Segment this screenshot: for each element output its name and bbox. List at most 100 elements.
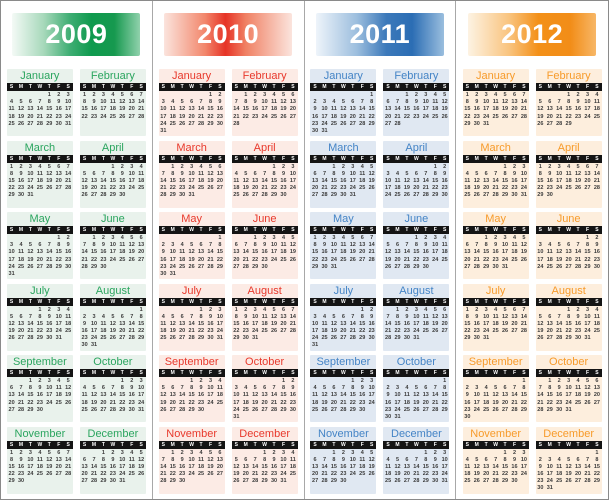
day-cell: 27 bbox=[252, 192, 259, 199]
day-cell-empty bbox=[310, 164, 319, 171]
day-cell: 2 bbox=[370, 306, 374, 313]
day-cell: 11 bbox=[81, 392, 88, 399]
day-cell: 8 bbox=[28, 385, 32, 392]
day-cell-empty bbox=[583, 192, 592, 199]
day-cell: 19 bbox=[556, 256, 563, 263]
weekday-letter: S bbox=[9, 155, 14, 162]
day-cell-empty bbox=[54, 192, 63, 199]
day-cell: 6 bbox=[10, 385, 14, 392]
weekday-letter: F bbox=[208, 155, 212, 162]
day-cell-empty bbox=[472, 450, 481, 457]
day-cell-empty bbox=[367, 264, 376, 271]
day-cell: 12 bbox=[289, 242, 296, 249]
weekday-letter: T bbox=[253, 227, 257, 233]
day-cell: 27 bbox=[242, 478, 249, 485]
day-cell-empty bbox=[196, 192, 205, 199]
day-cell: 8 bbox=[503, 170, 507, 177]
day-cell: 13 bbox=[565, 249, 572, 256]
day-cell: 21 bbox=[520, 320, 527, 327]
day-cell: 10 bbox=[432, 242, 439, 249]
day-cell: 27 bbox=[546, 120, 553, 127]
month-title: February bbox=[90, 70, 135, 82]
weekday-letter: F bbox=[57, 298, 61, 305]
weekday-letter: S bbox=[595, 84, 599, 90]
day-cell: 15 bbox=[368, 106, 375, 113]
weekday-letter: T bbox=[424, 441, 428, 448]
day-cell: 19 bbox=[537, 328, 544, 335]
weekday-letter: M bbox=[243, 441, 248, 448]
day-cell: 10 bbox=[289, 170, 296, 177]
day-cell-empty bbox=[26, 271, 35, 278]
month-title: January bbox=[323, 70, 363, 82]
day-cell: 27 bbox=[261, 406, 268, 413]
day-cell: 20 bbox=[403, 471, 410, 478]
days-grid: 1 2 3 4 5 6 7 8 9 10 11 12 13 14 15 16 17 18 19 20 21 22 23 24 2… bbox=[463, 306, 529, 343]
day-cell-empty bbox=[310, 307, 319, 314]
day-cell: 22 bbox=[169, 471, 176, 478]
day-cell: 7 bbox=[101, 170, 105, 177]
day-cell: 5 bbox=[443, 92, 447, 98]
day-cell: 29 bbox=[330, 478, 337, 485]
day-cell: 24 bbox=[473, 406, 480, 413]
weekday-letter: T bbox=[557, 155, 561, 162]
day-cell: 7 bbox=[557, 99, 561, 106]
weekday-letter: T bbox=[253, 441, 257, 448]
day-cell: 9 bbox=[19, 170, 23, 177]
day-cell: 11 bbox=[169, 106, 176, 113]
day-cell-empty bbox=[519, 335, 528, 342]
weekday-letter: M bbox=[322, 227, 327, 233]
day-cell: 25 bbox=[128, 471, 135, 478]
day-cell: 24 bbox=[312, 335, 319, 342]
day-cell: 4 bbox=[494, 306, 498, 313]
days-grid: 1 2 3 4 5 6 7 8 9 10 11 12 13 14 15 16 17 18 19 20 21 22 23 24 2… bbox=[383, 449, 449, 486]
day-cell: 25 bbox=[8, 120, 15, 127]
day-cell: 18 bbox=[556, 471, 563, 478]
day-cell: 3 bbox=[272, 235, 276, 241]
weekday-letter: F bbox=[130, 298, 134, 305]
day-cell: 10 bbox=[473, 392, 480, 399]
day-cell: 23 bbox=[100, 256, 107, 263]
day-cell: 31 bbox=[119, 478, 126, 485]
day-cell: 24 bbox=[422, 113, 429, 120]
day-cell: 13 bbox=[138, 242, 145, 249]
day-cell: 3 bbox=[370, 378, 374, 384]
weekday-letter: M bbox=[322, 298, 327, 305]
day-cell: 22 bbox=[349, 399, 356, 406]
day-cell: 19 bbox=[565, 471, 572, 478]
weekday-letter: T bbox=[351, 370, 355, 376]
day-cell: 22 bbox=[188, 399, 195, 406]
day-cell: 19 bbox=[432, 320, 439, 327]
day-cell: 6 bbox=[443, 306, 447, 313]
day-cell: 19 bbox=[207, 463, 214, 470]
day-cell: 11 bbox=[546, 249, 553, 256]
day-cell-empty bbox=[472, 235, 481, 242]
day-cell: 28 bbox=[413, 478, 420, 485]
day-cell: 21 bbox=[511, 399, 518, 406]
day-cell: 29 bbox=[138, 335, 145, 342]
day-cell: 27 bbox=[483, 478, 490, 485]
day-cell: 29 bbox=[565, 120, 572, 127]
weekday-letter: S bbox=[538, 441, 542, 448]
weekday-letter: T bbox=[557, 84, 561, 90]
day-cell: 27 bbox=[565, 263, 572, 270]
day-cell: 15 bbox=[349, 392, 356, 399]
day-cell: 12 bbox=[368, 170, 375, 177]
day-cell-empty bbox=[367, 192, 376, 199]
day-cell: 15 bbox=[216, 249, 223, 256]
day-cell: 13 bbox=[359, 242, 366, 249]
day-cell: 27 bbox=[27, 120, 34, 127]
day-cell: 15 bbox=[8, 177, 15, 184]
weekday-letter: T bbox=[576, 298, 580, 305]
day-cell: 10 bbox=[312, 320, 319, 327]
day-cell: 31 bbox=[312, 342, 319, 349]
day-cell: 16 bbox=[368, 320, 375, 327]
day-cell: 16 bbox=[81, 328, 88, 335]
weekday-letter: T bbox=[576, 227, 580, 233]
day-cell: 26 bbox=[17, 120, 25, 127]
day-cell: 13 bbox=[312, 463, 319, 470]
day-cell-empty bbox=[89, 307, 98, 314]
weekday-letter: W bbox=[566, 298, 571, 305]
